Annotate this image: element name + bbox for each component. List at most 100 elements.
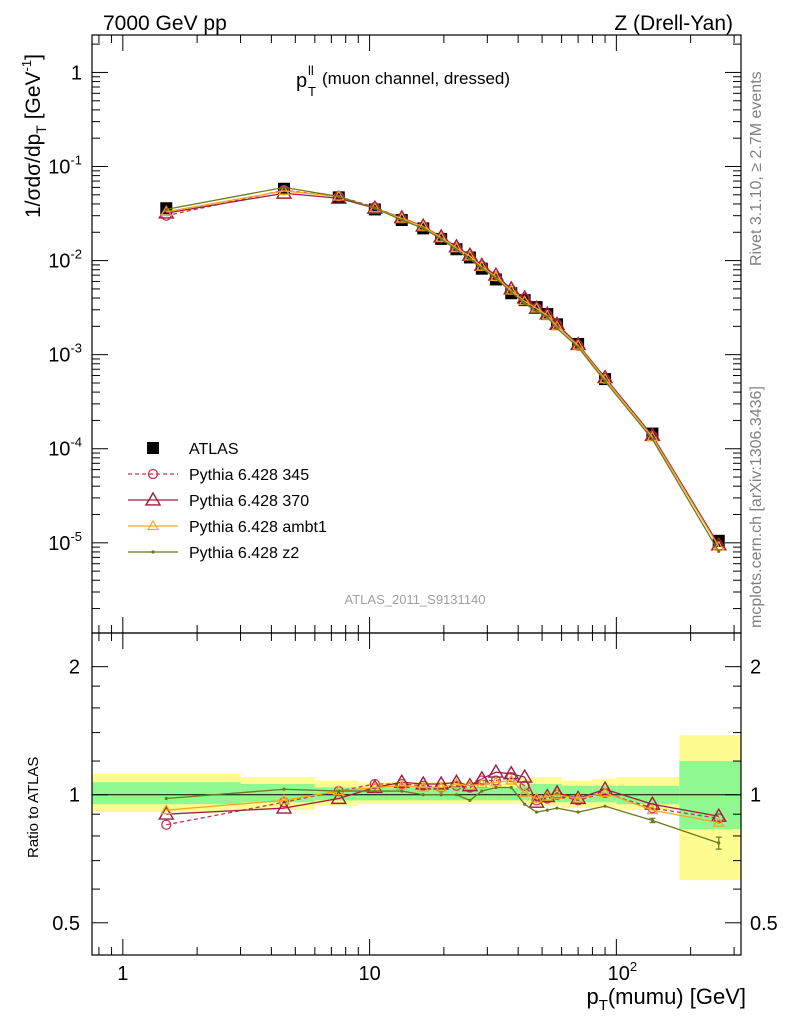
ratio-point-ambt1-16 bbox=[572, 792, 585, 803]
ratio-point-z2-14 bbox=[545, 808, 549, 812]
main-title-rest: (muon channel, dressed) bbox=[322, 69, 510, 88]
main-title-p: p bbox=[296, 70, 307, 92]
main-ylabel: 1/σdσ/dpT [GeV-1] bbox=[19, 54, 49, 218]
x-tick-label-10: 10 bbox=[358, 963, 380, 985]
point-z2-15 bbox=[555, 326, 559, 331]
ratio-ytick-label-right: 1 bbox=[750, 785, 761, 807]
main-title-sub: T bbox=[308, 84, 316, 99]
series-line-z2 bbox=[166, 186, 720, 552]
main-title: p ll T (muon channel, dressed) bbox=[296, 63, 510, 99]
ratio-series-ambt1 bbox=[160, 774, 725, 827]
header-right: Z (Drell-Yan) bbox=[614, 12, 733, 35]
ratio-point-z2-16 bbox=[576, 810, 580, 814]
ratio-point-p370-2 bbox=[330, 790, 347, 805]
main-title-sup: ll bbox=[308, 63, 314, 78]
ratio-ylabel: Ratio to ATLAS bbox=[25, 757, 42, 858]
ratio-point-p370-19 bbox=[710, 807, 727, 822]
legend-label-data: ATLAS bbox=[189, 441, 239, 458]
ratio-point-z2-3 bbox=[373, 789, 377, 793]
x-tick-label-1: 1 bbox=[117, 963, 128, 985]
ratio-point-z2-5 bbox=[421, 793, 425, 797]
ratio-series bbox=[158, 763, 727, 850]
ratio-series-z2 bbox=[164, 785, 722, 850]
point-z2-5 bbox=[421, 226, 425, 230]
ratio-point-p370-12 bbox=[516, 768, 533, 783]
ratio-point-ambt1-0 bbox=[160, 803, 173, 815]
ratio-ytick-label-right: 2 bbox=[750, 657, 761, 679]
band-stat-10 bbox=[487, 787, 504, 801]
legend-item-p345: Pythia 6.428 345 bbox=[128, 467, 309, 484]
main-ytick-label: 10-4 bbox=[48, 435, 82, 461]
ratio-point-z2-8 bbox=[468, 798, 472, 802]
point-z2-2 bbox=[337, 194, 341, 199]
mcplots-label: mcplots.cern.ch [arXiv:1306.3436] bbox=[748, 386, 765, 628]
ratio-point-p345-0 bbox=[161, 819, 172, 830]
main-ytick-label: 10-3 bbox=[48, 341, 82, 367]
ratio-point-ambt1-17 bbox=[599, 786, 612, 797]
ratio-point-z2-9 bbox=[480, 789, 484, 793]
ratio-point-ambt1-13 bbox=[530, 792, 543, 803]
point-z2-1 bbox=[282, 185, 286, 189]
ratio-point-p370-4 bbox=[393, 773, 410, 788]
main-frame bbox=[91, 34, 742, 634]
ratio-point-ambt1-10 bbox=[489, 776, 502, 787]
ratio-point-p370-1 bbox=[275, 799, 293, 814]
main-series bbox=[158, 182, 727, 554]
band-stat-9 bbox=[476, 787, 488, 801]
ratio-point-z2-11 bbox=[509, 785, 513, 790]
ratio-ytick-label-right: 0.5 bbox=[750, 913, 778, 935]
band-stat-3 bbox=[358, 787, 390, 801]
ratio-point-ambt1-11 bbox=[505, 774, 518, 785]
point-z2-10 bbox=[494, 276, 498, 280]
legend-marker-data bbox=[147, 442, 159, 454]
point-z2-12 bbox=[523, 301, 527, 306]
legend-item-p370: Pythia 6.428 370 bbox=[128, 491, 309, 510]
header-left: 7000 GeV pp bbox=[103, 12, 227, 35]
ratio-point-ambt1-14 bbox=[541, 790, 554, 801]
band-stat-1 bbox=[240, 783, 315, 803]
legend-marker-p345 bbox=[147, 468, 159, 480]
ratio-point-p370-17 bbox=[596, 780, 614, 795]
point-z2-8 bbox=[468, 257, 472, 261]
ratio-point-z2-17 bbox=[603, 804, 607, 808]
ratio-point-ambt1-6 bbox=[435, 781, 448, 792]
ratio-point-z2-0 bbox=[164, 796, 168, 801]
point-z2-9 bbox=[480, 266, 484, 270]
ratio-point-ambt1-19 bbox=[712, 816, 725, 827]
ratio-ytick-label: 1 bbox=[69, 785, 80, 807]
band-stat-0 bbox=[92, 782, 241, 805]
point-z2-17 bbox=[603, 379, 607, 383]
ratio-point-ambt1-18 bbox=[646, 803, 659, 815]
point-z2-6 bbox=[439, 237, 443, 241]
legend-item-ambt1: Pythia 6.428 ambt1 bbox=[128, 519, 327, 536]
main-ytick-label: 10-5 bbox=[48, 529, 82, 555]
point-ambt1-0 bbox=[160, 205, 173, 216]
ratio-ytick-label: 0.5 bbox=[52, 913, 80, 935]
ratio-point-p345-19 bbox=[713, 813, 724, 824]
ratio-point-z2-10 bbox=[494, 785, 498, 790]
ratio-point-p345-10 bbox=[490, 775, 502, 786]
ratio-point-ambt1-4 bbox=[395, 779, 408, 790]
legend-item-z2: Pythia 6.428 z2 bbox=[128, 545, 299, 562]
ratio-point-ambt1-12 bbox=[518, 786, 531, 797]
ratio-point-p370-11 bbox=[503, 765, 520, 780]
x-axis-label: pT(mumu) [GeV] bbox=[586, 984, 746, 1014]
point-ambt1-4 bbox=[395, 212, 408, 223]
legend-item-data: ATLAS bbox=[147, 441, 239, 458]
point-ambt1-1 bbox=[277, 184, 291, 196]
ratio-point-z2-2 bbox=[337, 789, 341, 793]
ratio-point-z2-7 bbox=[454, 793, 459, 797]
ratio-point-ambt1-2 bbox=[332, 784, 345, 796]
main-ytick-label: 10-2 bbox=[48, 247, 82, 273]
ratio-point-ambt1-1 bbox=[277, 794, 291, 805]
point-z2-19 bbox=[717, 549, 721, 554]
point-z2-3 bbox=[373, 206, 377, 210]
band-stat-14 bbox=[542, 783, 553, 803]
x-tick-label-100: 102 bbox=[608, 959, 637, 985]
ratio-ytick-label: 2 bbox=[69, 657, 80, 679]
ratio-frame bbox=[91, 632, 742, 956]
ratio-point-p370-5 bbox=[415, 775, 432, 790]
point-z2-0 bbox=[164, 207, 168, 212]
main-axes: 1 10-1 10-2 10-3 10-4 10-5 bbox=[48, 34, 742, 634]
